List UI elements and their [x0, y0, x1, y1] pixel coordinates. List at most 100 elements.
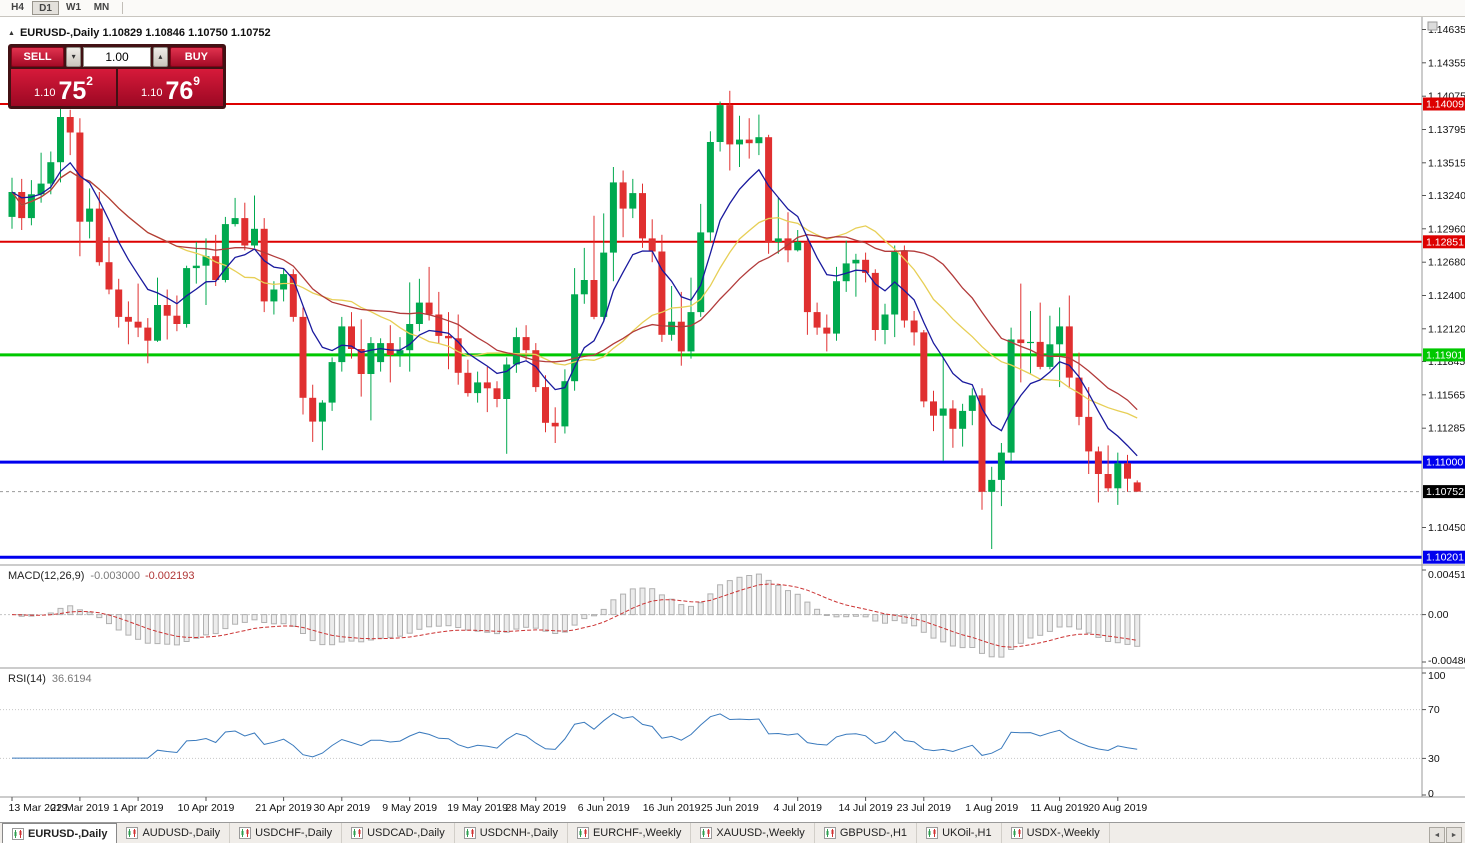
chart-svg: 1.146351.143551.140751.137951.135151.132…: [0, 17, 1465, 814]
svg-text:0.00: 0.00: [1428, 609, 1449, 621]
tab-label: EURCHF-,Weekly: [592, 827, 682, 839]
tab-usdcnh-daily[interactable]: USDCNH-,Daily: [455, 823, 568, 843]
macd-name: MACD(12,26,9): [8, 570, 85, 582]
price-chart[interactable]: 1.14635 1.14355 1.14075 1.13795 1.13515 1.132…: [0, 0, 1465, 822]
toolbar-separator: [122, 2, 123, 14]
svg-text:1.13240: 1.13240: [1428, 190, 1465, 202]
tab-scroll-right-button[interactable]: ►: [1446, 827, 1462, 843]
ask-price-big: 76: [165, 77, 194, 105]
svg-text:10 Apr 2019: 10 Apr 2019: [178, 802, 235, 814]
chart-ohlc-title: EURUSD-,Daily 1.10829 1.10846 1.10750 1.…: [19, 27, 271, 39]
svg-text:20 Aug 2019: 20 Aug 2019: [1088, 802, 1147, 814]
trade-controls-row: SELL ▾ ▴ BUY: [11, 47, 223, 67]
svg-text:1.11285: 1.11285: [1428, 423, 1465, 435]
timeframe-mn-button[interactable]: MN: [93, 2, 110, 13]
chart-icon: [463, 827, 476, 839]
svg-text:-0.004806: -0.004806: [1428, 655, 1465, 667]
svg-text:30: 30: [1428, 753, 1440, 765]
tab-ukoil-h1[interactable]: UKOil-,H1: [917, 823, 1002, 843]
caret-up-icon: ▴: [158, 52, 163, 61]
svg-text:1.11565: 1.11565: [1428, 389, 1465, 401]
one-click-collapse-icon[interactable]: ▲: [8, 29, 15, 37]
trade-prices-row: 1.10 75 2 1.10 76 9: [11, 69, 223, 106]
svg-text:21 Apr 2019: 21 Apr 2019: [255, 802, 312, 814]
buy-price-display[interactable]: 1.10 76 9: [118, 69, 223, 106]
svg-text:14 Jul 2019: 14 Jul 2019: [838, 802, 892, 814]
svg-text:1.11901: 1.11901: [1426, 349, 1463, 361]
chart-icon: [126, 827, 139, 839]
tab-label: USDCNH-,Daily: [479, 827, 558, 839]
sell-button[interactable]: SELL: [11, 47, 65, 67]
svg-text:1.12120: 1.12120: [1428, 323, 1465, 335]
svg-text:11 Aug 2019: 11 Aug 2019: [1030, 802, 1088, 814]
macd-signal-value: -0.002193: [144, 570, 195, 582]
price-axis[interactable]: 1.146351.143551.140751.137951.135151.132…: [1422, 24, 1465, 800]
chart-icon: [700, 827, 713, 839]
chart-icon: [823, 827, 836, 839]
tab-label: UKOil-,H1: [942, 827, 992, 839]
svg-text:1.10450: 1.10450: [1428, 522, 1465, 534]
macd-pane: [0, 573, 1422, 658]
macd-indicator-label: MACD(12,26,9) -0.003000 -0.002193: [8, 570, 195, 582]
rsi-value: 36.6194: [51, 673, 92, 685]
tab-audusd-daily[interactable]: AUDUSD-,Daily: [117, 823, 231, 843]
macd-main-value: -0.003000: [90, 570, 140, 582]
svg-text:1.12851: 1.12851: [1426, 236, 1464, 248]
svg-text:100: 100: [1428, 670, 1446, 682]
svg-text:1.12680: 1.12680: [1428, 257, 1465, 269]
svg-text:23 Jul 2019: 23 Jul 2019: [897, 802, 951, 814]
svg-text:1 Apr 2019: 1 Apr 2019: [113, 802, 164, 814]
timeframe-d1-button[interactable]: D1: [32, 1, 59, 15]
svg-text:70: 70: [1428, 704, 1440, 716]
sell-price-display[interactable]: 1.10 75 2: [11, 69, 116, 106]
tab-gbpusd-h1[interactable]: GBPUSD-,H1: [815, 823, 918, 843]
chart-icon: [351, 827, 364, 839]
moving-average-lines: [11, 161, 1138, 457]
rsi-indicator-label: RSI(14) 36.6194: [8, 673, 92, 685]
chart-icon: [239, 827, 252, 839]
tab-label: USDX-,Weekly: [1026, 827, 1100, 839]
svg-text:25 Jun 2019: 25 Jun 2019: [701, 802, 759, 814]
tab-xauusd-weekly[interactable]: XAUUSD-,Weekly: [691, 823, 815, 843]
rsi-pane: [0, 709, 1422, 759]
tab-usdcad-daily[interactable]: USDCAD-,Daily: [342, 823, 455, 843]
chart-shift-marker[interactable]: [1427, 21, 1438, 31]
svg-text:1.14355: 1.14355: [1428, 57, 1465, 69]
svg-text:1.10752: 1.10752: [1426, 486, 1464, 498]
volume-down-button[interactable]: ▾: [66, 47, 81, 67]
chart-icon: [576, 827, 589, 839]
svg-text:1.12400: 1.12400: [1428, 290, 1465, 302]
svg-text:28 May 2019: 28 May 2019: [505, 802, 566, 814]
svg-text:1 Aug 2019: 1 Aug 2019: [965, 802, 1018, 814]
svg-text:4 Jul 2019: 4 Jul 2019: [773, 802, 822, 814]
tab-eurchf-weekly[interactable]: EURCHF-,Weekly: [568, 823, 692, 843]
tab-label: XAUUSD-,Weekly: [716, 827, 805, 839]
svg-text:16 Jun 2019: 16 Jun 2019: [643, 802, 701, 814]
volume-input[interactable]: [83, 47, 151, 67]
tab-usdchf-daily[interactable]: USDCHF-,Daily: [230, 823, 343, 843]
buy-button[interactable]: BUY: [169, 47, 223, 67]
timeframe-w1-button[interactable]: W1: [66, 2, 81, 13]
tab-scroll-left-button[interactable]: ◄: [1429, 827, 1445, 843]
svg-text:1.11000: 1.11000: [1426, 457, 1463, 469]
horizontal-level-lines: [0, 103, 1422, 559]
rsi-name: RSI(14): [8, 673, 46, 685]
svg-text:6 Jun 2019: 6 Jun 2019: [578, 802, 630, 814]
svg-text:1.10201: 1.10201: [1426, 552, 1464, 564]
tab-scrollers: ◄ ►: [1429, 827, 1465, 843]
svg-text:1.14009: 1.14009: [1426, 99, 1464, 111]
svg-text:0: 0: [1428, 788, 1434, 800]
bid-price-big: 75: [58, 77, 87, 105]
chart-title: ▲ EURUSD-,Daily 1.10829 1.10846 1.10750 …: [8, 27, 271, 39]
timeframe-h4-button[interactable]: H4: [11, 2, 24, 13]
svg-text:9 May 2019: 9 May 2019: [382, 802, 437, 814]
svg-text:13 Mar 2019: 13 Mar 2019: [9, 802, 68, 814]
svg-text:1.13515: 1.13515: [1428, 157, 1465, 169]
tab-label: USDCHF-,Daily: [255, 827, 333, 839]
volume-up-button[interactable]: ▴: [153, 47, 168, 67]
tab-eurusd-daily[interactable]: EURUSD-,Daily: [2, 823, 118, 843]
tab-usdx-weekly[interactable]: USDX-,Weekly: [1002, 823, 1110, 843]
pane-splitters[interactable]: [0, 17, 1465, 798]
